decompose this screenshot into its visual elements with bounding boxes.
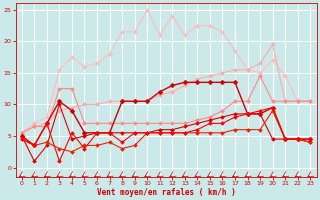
X-axis label: Vent moyen/en rafales ( km/h ): Vent moyen/en rafales ( km/h ) [97, 188, 236, 197]
